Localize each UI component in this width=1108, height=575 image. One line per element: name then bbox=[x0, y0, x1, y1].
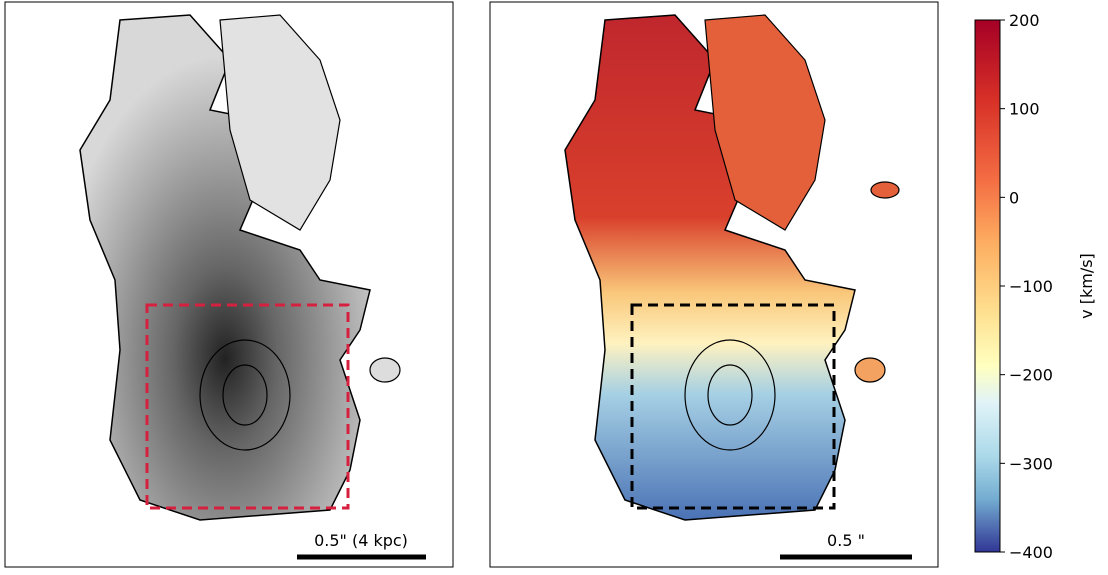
scale-bar-label: 0.5 " bbox=[827, 531, 865, 550]
contour bbox=[369, 357, 401, 383]
colorbar-tick-label: −100 bbox=[1009, 277, 1053, 296]
colorbar-label: v [km/s] bbox=[1077, 253, 1096, 319]
colorbar-tick-label: 0 bbox=[1009, 188, 1019, 207]
colorbar-tick-label: −300 bbox=[1009, 454, 1053, 473]
colorbar: v [km/s] 200 100 0 −100 −200 −300 −400 bbox=[974, 11, 1096, 562]
contour bbox=[707, 364, 753, 426]
colorbar-tick-label: −200 bbox=[1009, 366, 1053, 385]
contour bbox=[854, 357, 886, 383]
contour bbox=[222, 364, 268, 426]
zoom-box bbox=[145, 303, 350, 510]
right-panel: 0.5 " bbox=[489, 1, 939, 568]
colorbar-tick-label: 200 bbox=[1009, 11, 1040, 30]
left-panel: 0.5" (4 kpc) bbox=[4, 1, 454, 568]
colorbar-tick-label: 100 bbox=[1009, 100, 1040, 119]
zoom-box bbox=[630, 303, 836, 510]
colorbar-bar bbox=[974, 19, 1001, 553]
contour bbox=[870, 181, 900, 199]
panel-frame bbox=[4, 1, 454, 568]
scale-bar-label: 0.5" (4 kpc) bbox=[314, 531, 408, 550]
panel-frame bbox=[489, 1, 939, 568]
intensity-region bbox=[219, 14, 341, 231]
colorbar-tick-label: −400 bbox=[1009, 543, 1053, 562]
velocity-region bbox=[704, 14, 826, 231]
contour bbox=[199, 339, 291, 451]
contour bbox=[684, 339, 776, 451]
